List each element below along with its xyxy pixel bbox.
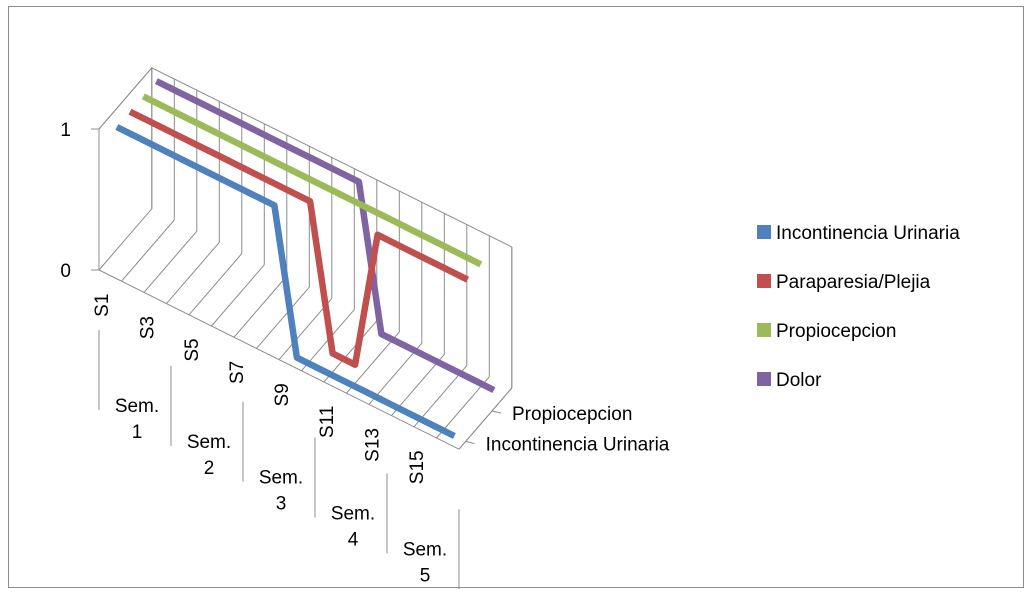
x-tick-label-s3: S3 <box>137 316 158 339</box>
gridline-floor-2 <box>143 230 198 293</box>
x-group-label-4: Sem. 4 <box>331 503 375 550</box>
x-tick-label-s13: S13 <box>362 428 383 462</box>
legend-swatch-incontinencia-urinaria <box>757 225 771 239</box>
gridline-floor-4 <box>188 253 243 316</box>
x-axis-line <box>98 269 460 450</box>
chart-frame: 0 1 S1 S3 S5 S7 S9 S11 S13 S15 Sem. 1 Sem. 2 Sem. 3 Sem.… <box>8 6 1024 589</box>
x-tick-label-s7: S7 <box>227 361 248 384</box>
legend-swatch-paraparesia-plejia <box>757 274 771 288</box>
series-line-propiocepcion <box>141 93 483 268</box>
chart-axes <box>91 128 513 589</box>
legend-label-dolor: Dolor <box>776 370 822 391</box>
x-tick-label-s9: S9 <box>272 383 293 406</box>
chart-walls <box>98 66 513 388</box>
x-tick-label-s11: S11 <box>317 406 338 438</box>
gridline-floor-13 <box>391 354 445 416</box>
gridline-floor-14 <box>413 365 468 428</box>
legend-label-propiocepcion: Propiocepcion <box>776 321 896 342</box>
chart-svg: 0 1 S1 S3 S5 S7 S9 S11 S13 S15 Sem. 1 Sem. 2 Sem. 3 Sem.… <box>60 66 960 589</box>
x-group-label-3: Sem. 3 <box>259 468 303 515</box>
gridline-top <box>98 67 153 130</box>
chart-labels: 0 1 S1 S3 S5 S7 S9 S11 S13 S15 Sem. 1 Sem. 2 Sem. 3 Sem.… <box>60 120 669 586</box>
gridline-floor-1 <box>121 219 175 282</box>
series-line-paraparesia-plejia <box>128 108 470 368</box>
x-tick-label-s1: S1 <box>92 294 113 317</box>
legend-swatch-propiocepcion <box>757 323 771 337</box>
series-line-dolor <box>154 78 496 394</box>
y-tick-label-1: 1 <box>60 120 71 141</box>
gridline-floor-7 <box>256 286 310 349</box>
depth-axis-line <box>458 387 513 450</box>
x-group-label-1: Sem. 1 <box>115 396 159 443</box>
depth-tick-label-incontinencia-urinaria: Incontinencia Urinaria <box>486 435 670 456</box>
chart-legend: Incontinencia Urinaria Paraparesia/Plejia… <box>757 223 960 391</box>
gridline-floor-0 <box>98 208 153 271</box>
chart-series-layer <box>115 78 496 439</box>
depth-tick-mark-1 <box>465 441 475 445</box>
depth-tick-mark-0 <box>491 410 502 414</box>
series-line-incontinencia-urinaria <box>115 124 456 439</box>
depth-tick-label-propiocepcion: Propiocepcion <box>512 404 632 425</box>
y-tick-label-0: 0 <box>60 261 71 282</box>
x-group-label-2: Sem. 2 <box>187 432 231 479</box>
x-group-label-5: Sem. 5 <box>403 539 447 586</box>
gridline-floor-10 <box>323 320 378 383</box>
gridline-floor-6 <box>233 275 288 338</box>
legend-swatch-dolor <box>757 372 771 386</box>
gridline-floor-5 <box>211 264 265 327</box>
gridline-floor-3 <box>166 242 220 304</box>
legend-label-paraparesia-plejia: Paraparesia/Plejia <box>776 272 931 293</box>
x-tick-label-s5: S5 <box>182 338 203 361</box>
legend-label-incontinencia-urinaria: Incontinencia Urinaria <box>776 223 960 244</box>
x-tick-label-s15: S15 <box>407 450 428 484</box>
